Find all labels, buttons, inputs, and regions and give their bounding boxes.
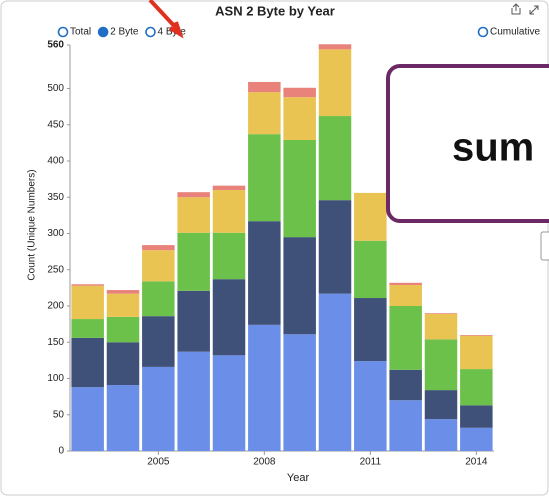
y-tick-label: 350: [47, 192, 64, 203]
bar-segment: [71, 284, 104, 286]
legend-stub: [540, 231, 549, 261]
bar-segment: [460, 369, 493, 406]
bar-segment: [71, 285, 104, 320]
bar-segment: [248, 81, 281, 93]
bar-segment: [389, 306, 422, 370]
x-tick-label: 2014: [465, 457, 488, 468]
overlay-text: sum: [452, 126, 534, 170]
bar-segment: [142, 316, 175, 367]
toggle[interactable]: [477, 26, 489, 38]
bar-segment: [177, 232, 210, 291]
chart-title: ASN 2 Byte by Year: [215, 3, 335, 18]
bar-segment: [248, 324, 281, 451]
radio-label[interactable]: Total: [70, 27, 91, 38]
y-tick-label: 50: [53, 409, 65, 420]
bar-segment: [142, 366, 175, 451]
bar-segment: [71, 337, 104, 388]
bar-segment: [283, 87, 316, 98]
x-axis-label: Year: [287, 472, 310, 484]
bar-segment: [460, 335, 493, 336]
radio[interactable]: [145, 26, 156, 38]
bar-segment: [389, 400, 422, 451]
bar-segment: [354, 240, 387, 299]
y-tick-label: 150: [47, 337, 64, 348]
bar-segment: [142, 245, 175, 251]
y-tick-label: 0: [58, 446, 64, 457]
bar-segment: [460, 335, 493, 370]
bar-segment: [283, 139, 316, 238]
bar-segment: [248, 92, 281, 135]
y-axis-label: Count (Unique Numbers): [27, 169, 38, 280]
y-tick-label: 250: [47, 264, 64, 275]
y-tick-label: 200: [47, 301, 64, 312]
bar-segment: [106, 385, 140, 451]
expand-icon[interactable]: [529, 5, 539, 15]
bar-segment: [212, 190, 246, 233]
bar-segment: [177, 351, 210, 451]
bar-segment: [318, 116, 352, 201]
bar-segment: [177, 197, 210, 233]
overlay-box: [386, 64, 549, 223]
radio-label[interactable]: 2 Byte: [110, 27, 139, 38]
bar-segment: [106, 316, 140, 343]
y-tick-label: 450: [47, 119, 64, 130]
bar-segment: [283, 97, 316, 140]
bar-segment: [248, 221, 281, 325]
bar-segment: [354, 192, 387, 241]
y-tick-label: 400: [47, 156, 64, 167]
radio[interactable]: [97, 26, 109, 38]
bar-segment: [71, 319, 104, 338]
bar-segment: [318, 293, 352, 451]
bar-segment: [142, 281, 175, 317]
y-tick-label: 500: [47, 83, 64, 94]
bar-segment: [248, 134, 281, 222]
y-tick-label: 300: [47, 228, 64, 239]
bar-segment: [177, 192, 210, 198]
bar-segment: [389, 369, 422, 401]
bar-segment: [106, 293, 140, 317]
bar-segment: [212, 279, 246, 356]
bar-segment: [212, 232, 246, 280]
bar-segment: [424, 339, 458, 391]
bar-segment: [283, 334, 316, 451]
x-tick-label: 2011: [360, 457, 382, 468]
radio-label[interactable]: 4 Byte: [157, 27, 186, 38]
x-tick-label: 2008: [253, 457, 276, 468]
bar-segment: [389, 284, 422, 306]
bar-segment: [212, 185, 246, 190]
bar-segment: [71, 387, 104, 451]
bar-segment: [460, 405, 493, 428]
bar-segment: [106, 290, 140, 294]
y-tick-label: 100: [47, 373, 64, 384]
radio[interactable]: [57, 26, 69, 38]
bar-segment: [424, 313, 458, 340]
bar-segment: [460, 427, 493, 451]
bar-segment: [212, 355, 246, 451]
bar-segment: [354, 361, 387, 451]
bar-segment: [318, 200, 352, 294]
x-tick-label: 2005: [147, 457, 170, 468]
bar-segment: [318, 49, 352, 117]
bar-segment: [177, 290, 210, 352]
bar-segment: [389, 282, 422, 285]
bar-segment: [106, 342, 140, 386]
bar-segment: [283, 237, 316, 335]
bar-segment: [424, 390, 458, 420]
share-icon[interactable]: [511, 3, 521, 15]
arrow: [148, 0, 184, 39]
y-tick-label: 560: [47, 40, 64, 51]
bar-segment: [318, 44, 352, 50]
bar-segment: [424, 313, 458, 314]
bar-segment: [424, 419, 458, 451]
toggle-label[interactable]: Cumulative: [490, 27, 540, 38]
bar-segment: [142, 250, 175, 282]
bar-segment: [354, 298, 387, 362]
